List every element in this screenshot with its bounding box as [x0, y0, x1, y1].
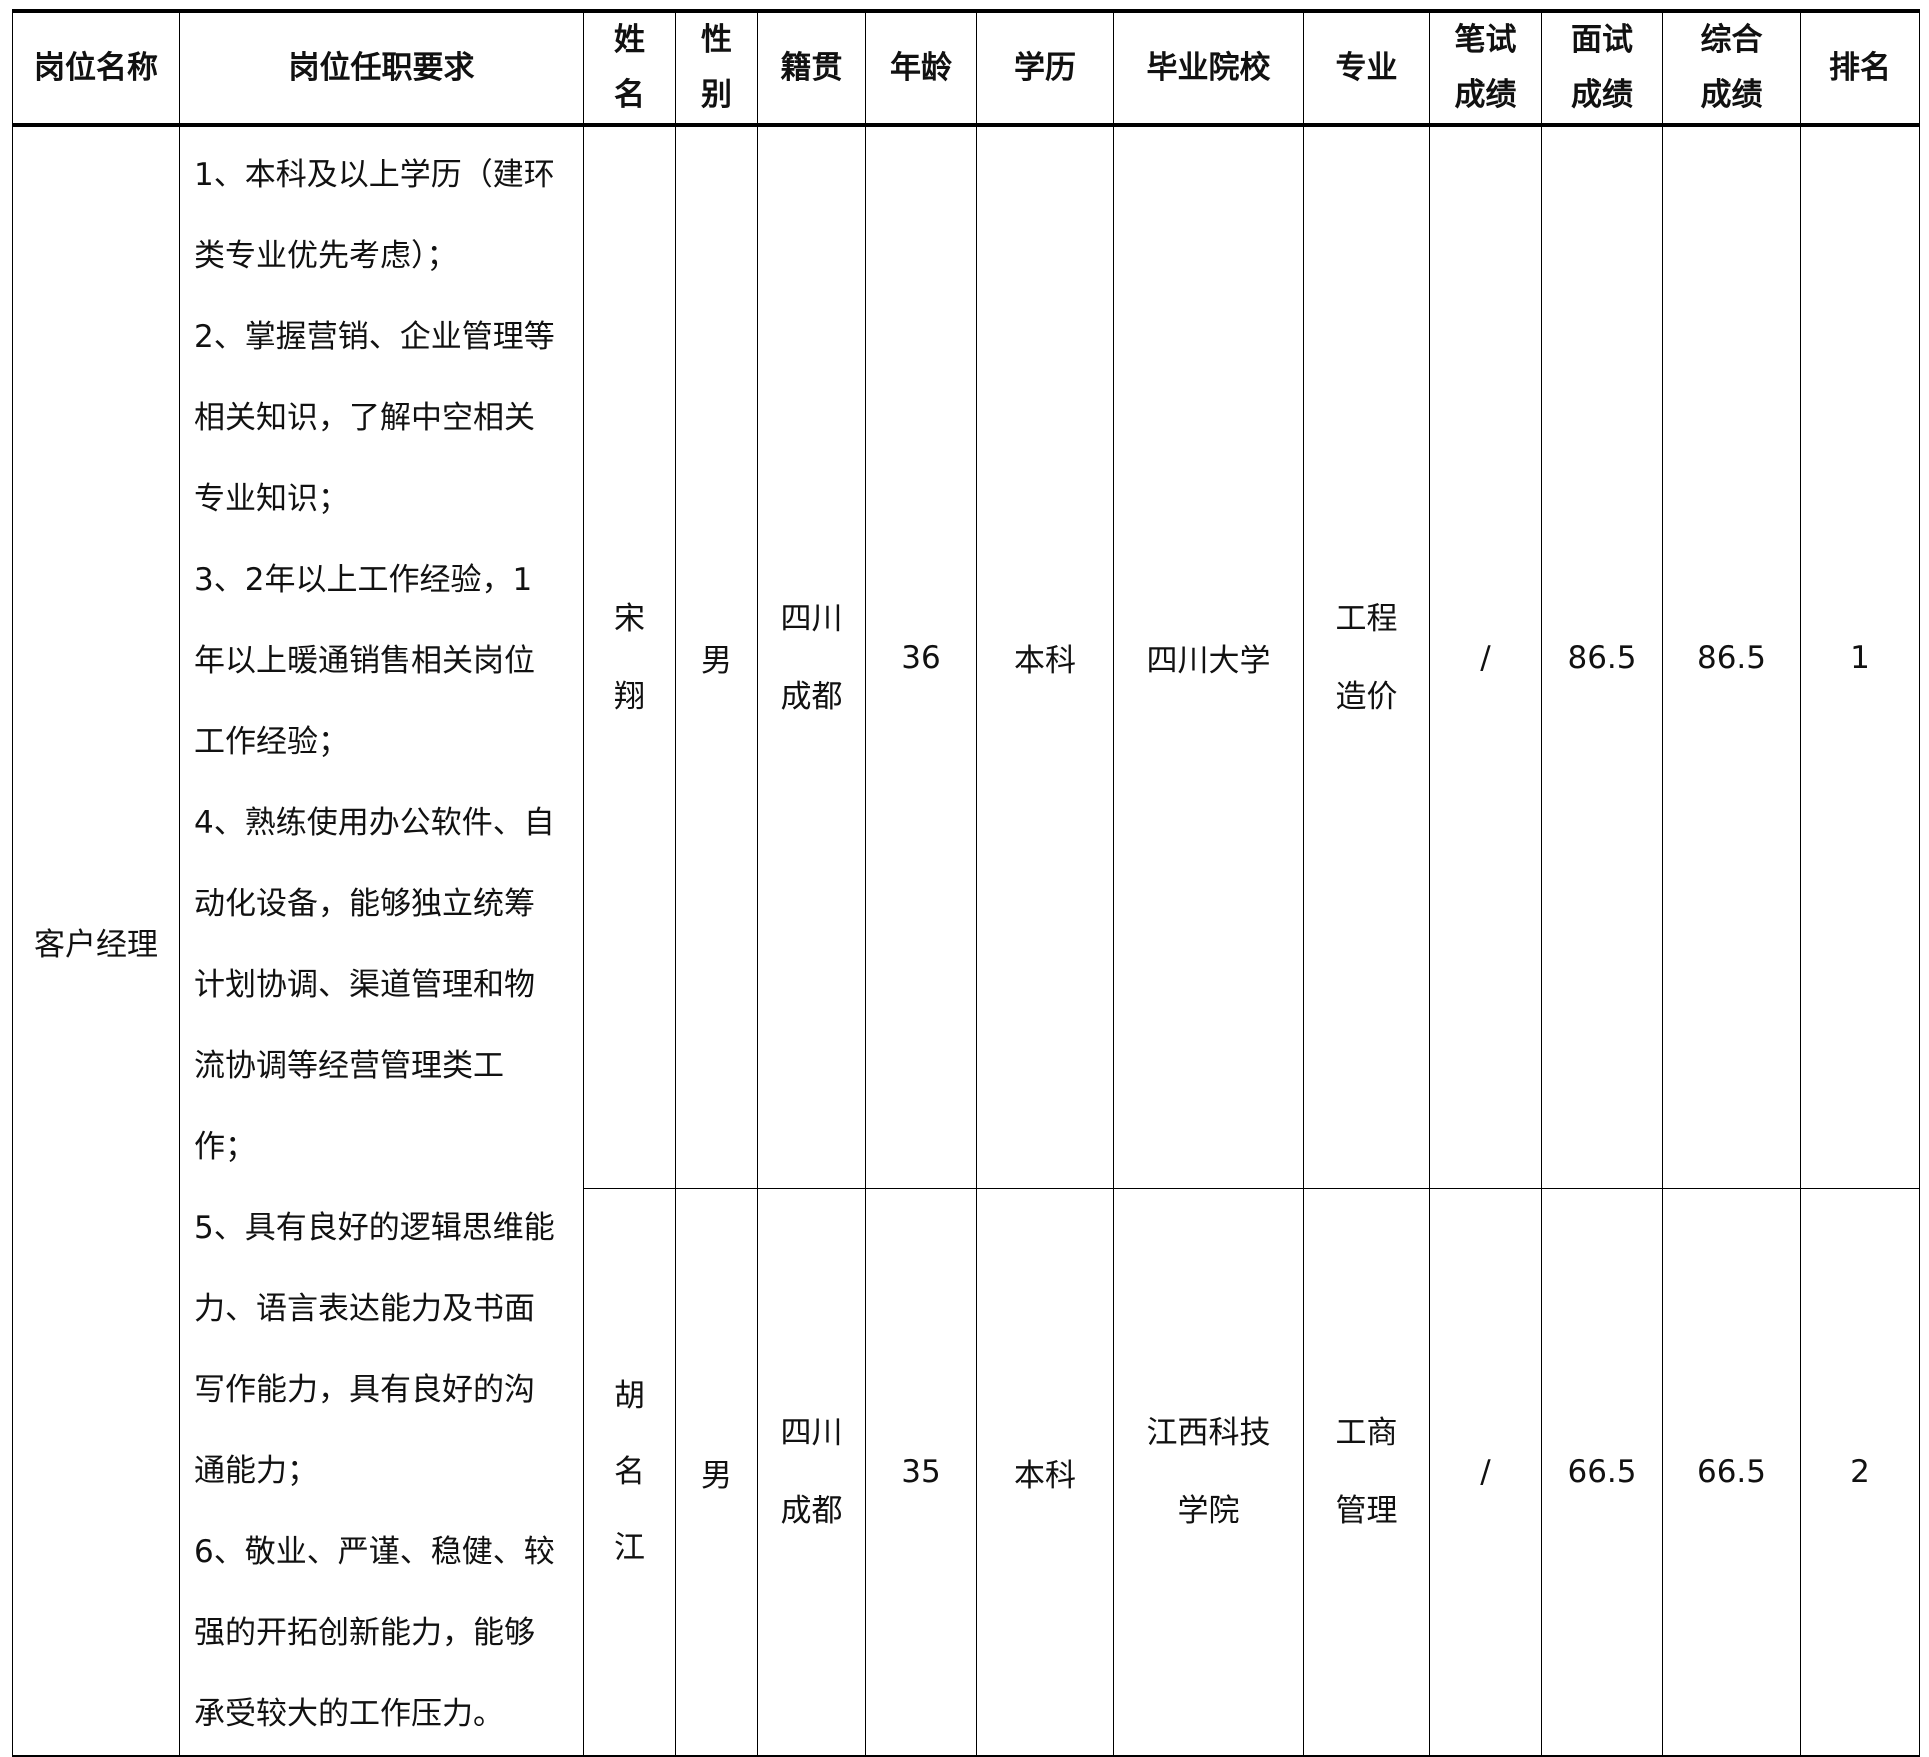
header-major: 专业 [1303, 9, 1430, 127]
header-gender: 性别 [675, 9, 758, 127]
requirement-line: 计划协调、渠道管理和物 [194, 967, 535, 1003]
header-text: 笔试 [1454, 22, 1517, 58]
requirement-line: 动化设备，能够独立统筹 [194, 886, 535, 922]
age-cell: 36 [865, 124, 977, 1190]
rank-cell: 2 [1800, 1188, 1920, 1757]
table-row: 胡名江 男 四川成都 35 本科 江西科技学院 工商管理 / 66.5 66.5… [13, 1188, 1920, 1757]
table-row: 客户经理 1、本科及以上学历（建环 类专业优先考虑）； 2、掌握营销、企业管理等 相关… [12, 124, 1920, 1757]
header-school: 毕业院校 [1113, 9, 1304, 127]
header-interview: 面试 成绩 [1541, 9, 1663, 127]
written-score-cell: / [1429, 1188, 1542, 1757]
school-text: 学院 [1177, 1493, 1240, 1530]
header-text: 成绩 [1700, 77, 1763, 113]
requirement-line: 写作能力，具有良好的沟 [194, 1372, 535, 1408]
school-cell: 江西科技 学院 [1113, 1188, 1304, 1757]
header-total: 综合 成绩 [1662, 9, 1801, 127]
gender-cell: 男 [675, 1188, 758, 1757]
written-score-cell: / [1429, 124, 1542, 1190]
requirement-line: 力、语言表达能力及书面 [194, 1291, 535, 1327]
school-text: 江西科技 [1146, 1415, 1271, 1452]
name-cell: 宋翔 [583, 124, 676, 1190]
header-row: 岗位名称 岗位任职要求 姓名 性别 籍贯 年龄 学历 毕业院校 专业 笔试 成绩 … [12, 9, 1920, 127]
position-cell: 客户经理 [12, 124, 180, 1757]
header-name: 姓名 [583, 9, 676, 127]
name-cell: 胡名江 [583, 1188, 676, 1757]
requirement-line: 4、熟练使用办公软件、自 [194, 805, 555, 841]
header-text: 名 [614, 77, 645, 113]
education-cell: 本科 [976, 124, 1114, 1190]
total-score-cell: 86.5 [1662, 124, 1801, 1190]
header-education: 学历 [976, 9, 1114, 127]
header-text: 面试 [1571, 22, 1633, 58]
major-text: 工商 [1335, 1415, 1398, 1452]
header-rank: 排名 [1800, 9, 1920, 127]
name-text: 胡 [614, 1378, 645, 1415]
age-cell: 35 [865, 1188, 977, 1757]
requirement-line: 年以上暖通销售相关岗位 [194, 643, 535, 679]
rank-cell: 1 [1800, 124, 1920, 1190]
education-cell: 本科 [976, 1188, 1114, 1757]
candidate-table: 岗位名称 岗位任职要求 姓名 性别 籍贯 年龄 学历 毕业院校 专业 笔试 成绩 … [12, 9, 1920, 1757]
name-text: 宋 [614, 600, 645, 637]
requirement-line: 强的开拓创新能力，能够 [194, 1615, 535, 1651]
interview-score-cell: 66.5 [1541, 1188, 1663, 1757]
major-text: 工程 [1335, 600, 1398, 637]
total-score-cell: 66.5 [1662, 1188, 1801, 1757]
requirement-line: 专业知识； [194, 481, 349, 517]
requirement-line: 流协调等经营管理类工 [194, 1048, 504, 1084]
requirement-line: 工作经验； [194, 724, 349, 760]
requirement-line: 承受较大的工作压力。 [194, 1696, 504, 1732]
origin-cell: 四川 成都 [757, 124, 866, 1190]
requirement-line: 2、掌握营销、企业管理等 [194, 319, 555, 355]
header-age: 年龄 [865, 9, 977, 127]
major-text: 管理 [1335, 1493, 1398, 1530]
major-text: 造价 [1335, 678, 1398, 715]
origin-cell: 四川 成都 [757, 1188, 866, 1757]
major-cell: 工程 造价 [1303, 124, 1430, 1190]
requirement-line: 作； [194, 1129, 256, 1165]
requirement-line: 3、2年以上工作经验，1 [194, 562, 533, 598]
origin-text: 四川 [780, 1415, 843, 1452]
header-text: 综合 [1700, 22, 1763, 58]
origin-text: 四川 [780, 600, 843, 637]
gender-cell: 男 [675, 124, 758, 1190]
requirements-cell: 1、本科及以上学历（建环 类专业优先考虑）； 2、掌握营销、企业管理等 相关知识，了解… [179, 124, 584, 1757]
header-written: 笔试 成绩 [1429, 9, 1542, 127]
header-text: 成绩 [1571, 77, 1633, 113]
header-text: 成绩 [1454, 77, 1517, 113]
requirement-line: 6、敬业、严谨、稳健、较 [194, 1534, 555, 1570]
header-requirements: 岗位任职要求 [179, 9, 584, 127]
school-cell: 四川大学 [1113, 124, 1304, 1190]
requirement-line: 相关知识，了解中空相关 [194, 400, 535, 436]
requirement-line: 通能力； [194, 1453, 318, 1489]
origin-text: 成都 [780, 678, 843, 715]
requirement-line: 5、具有良好的逻辑思维能 [194, 1210, 555, 1246]
origin-text: 成都 [780, 1493, 843, 1530]
header-text: 别 [701, 77, 732, 113]
header-position: 岗位名称 [12, 9, 180, 127]
name-text: 名 [614, 1454, 645, 1491]
requirement-line: 1、本科及以上学历（建环 [194, 157, 555, 193]
name-text: 江 [614, 1530, 645, 1567]
requirement-line: 类专业优先考虑）； [194, 238, 458, 274]
header-text: 性 [701, 22, 732, 58]
major-cell: 工商 管理 [1303, 1188, 1430, 1757]
header-origin: 籍贯 [757, 9, 866, 127]
header-text: 姓 [614, 22, 645, 58]
name-text: 翔 [614, 678, 645, 715]
interview-score-cell: 86.5 [1541, 124, 1663, 1190]
